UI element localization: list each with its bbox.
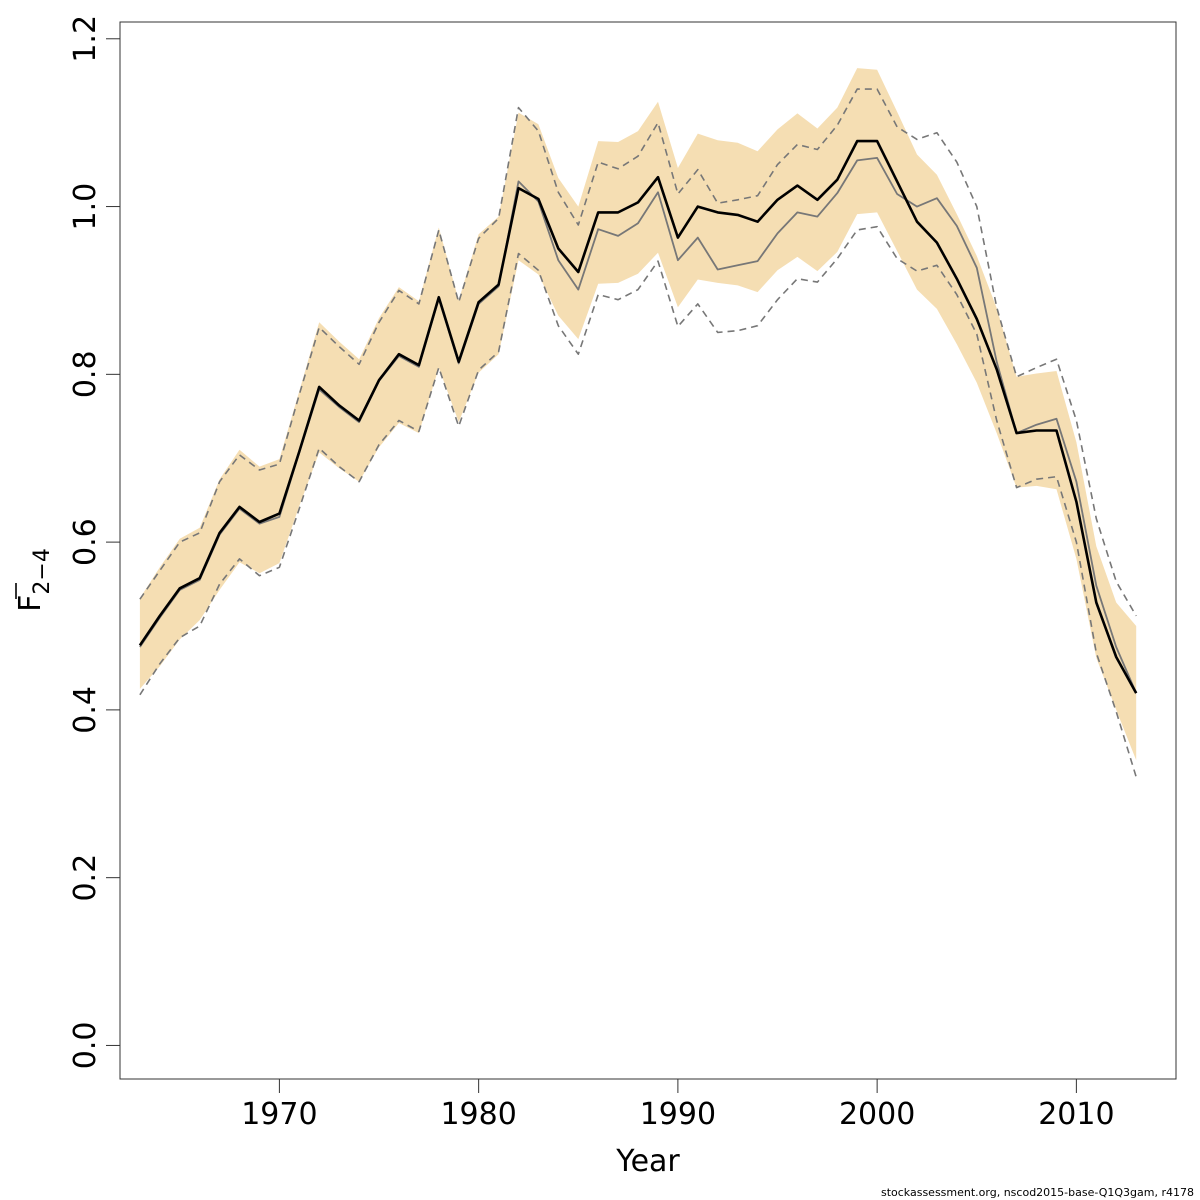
y-tick-label: 1.2 [68, 15, 103, 63]
y-tick-label: 0.6 [68, 518, 103, 566]
x-tick-label: 1970 [241, 1097, 317, 1132]
x-tick-label: 2010 [1038, 1097, 1114, 1132]
confidence-band [139, 68, 1137, 761]
series-lines [138, 88, 1138, 778]
y-axis-label-main: F [13, 595, 48, 612]
y-axis: 0.0 0.2 0.4 0.6 0.8 1.0 1.2 [68, 15, 121, 1070]
ci-band-area [139, 68, 1137, 761]
y-tick-label: 0.2 [68, 854, 103, 902]
y-tick-label: 0.8 [68, 350, 103, 398]
y-tick-label: 0.4 [68, 686, 103, 734]
x-tick-label: 1980 [440, 1097, 516, 1132]
x-tick-label: 2000 [839, 1097, 915, 1132]
y-axis-label-sub: 2−4 [30, 548, 55, 594]
x-axis-label: Year [615, 1144, 680, 1179]
y-axis-label: F2−4 [13, 548, 55, 612]
series-line-alt-ci-low [139, 225, 1137, 778]
svg-text:F2−4: F2−4 [13, 548, 55, 612]
x-tick-label: 1990 [640, 1097, 716, 1132]
series-line-estimate [138, 139, 1138, 694]
series-line-alt-ci-high [139, 88, 1137, 617]
x-axis: 1970 1980 1990 2000 2010 [241, 1078, 1115, 1132]
y-tick-label: 1.0 [68, 183, 103, 231]
y-tick-label: 0.0 [68, 1022, 103, 1070]
footer-credit: stockassessment.org, nscod2015-base-Q1Q3… [881, 1186, 1194, 1199]
